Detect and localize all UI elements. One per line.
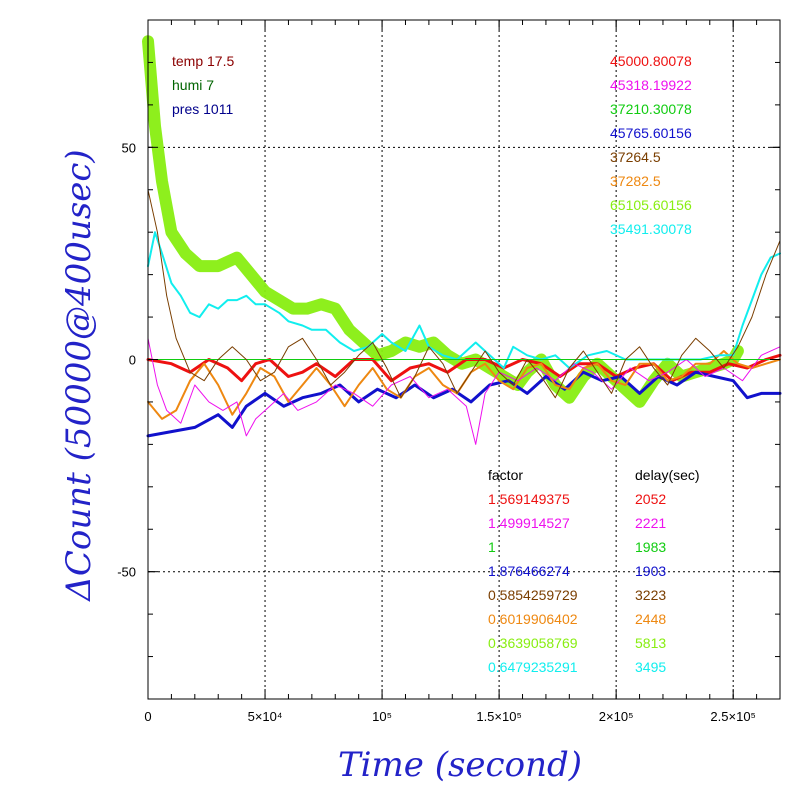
delay-value: 2052: [635, 491, 666, 507]
x-tick-label: 1.5×10⁵: [476, 709, 522, 724]
delay-value: 1983: [635, 539, 666, 555]
env-info-label: temp 17.5: [172, 53, 234, 69]
delay-value: 5813: [635, 635, 666, 651]
baseline-value: 65105.60156: [610, 197, 692, 213]
baseline-value: 37210.30078: [610, 101, 692, 117]
delay-value: 1903: [635, 563, 666, 579]
factor-value: 0.6019906402: [488, 611, 578, 627]
x-tick-label: 5×10⁴: [248, 709, 283, 724]
legend: temp 17.5 humi 7 pres 1011 45000.80078 45318…: [172, 53, 700, 675]
x-tick-label: 10⁵: [372, 709, 392, 724]
series-line: [147, 337, 781, 445]
x-tick-label: 2.5×10⁵: [710, 709, 756, 724]
baseline-value: 45000.80078: [610, 53, 692, 69]
baseline-value: 45318.19922: [610, 77, 692, 93]
baseline-value: 35491.30078: [610, 221, 692, 237]
x-tick-label: 0: [144, 709, 151, 724]
delay-value: 3495: [635, 659, 666, 675]
baseline-value: 45765.60156: [610, 125, 692, 141]
series-line: [147, 231, 781, 369]
y-tick-label: -50: [117, 565, 136, 580]
env-info-label: humi 7: [172, 77, 214, 93]
baseline-value: 37264.5: [610, 149, 661, 165]
y-tick-label: 50: [122, 140, 136, 155]
series-line: [146, 370, 782, 438]
delay-value: 2221: [635, 515, 666, 531]
factor-value: 1.499914527: [488, 515, 570, 531]
delay-value: 3223: [635, 587, 666, 603]
delay-header: delay(sec): [635, 467, 700, 483]
factor-value: 0.5854259729: [488, 587, 578, 603]
series-lines: [142, 35, 782, 445]
factor-value: 1.569149375: [488, 491, 570, 507]
factor-header: factor: [488, 467, 523, 483]
series-line: [142, 35, 744, 408]
factor-value: 0.3639058769: [488, 635, 578, 651]
factor-value: 1.876466274: [488, 563, 570, 579]
y-axis-title: ΔCount (50000@400usec): [59, 149, 99, 602]
axis-ticks: 0 5×10⁴ 10⁵ 1.5×10⁵ 2×10⁵ 2.5×10⁵ 50 0 -50: [117, 19, 781, 724]
baseline-value: 37282.5: [610, 173, 661, 189]
factor-value: 0.6479235291: [488, 659, 578, 675]
factor-value: 1: [488, 539, 496, 555]
series-line: [147, 189, 781, 399]
y-tick-label: 0: [129, 353, 136, 368]
x-tick-label: 2×10⁵: [599, 709, 634, 724]
delay-value: 2448: [635, 611, 666, 627]
env-info-label: pres 1011: [172, 101, 233, 117]
x-axis-title: Time (second): [338, 745, 582, 785]
